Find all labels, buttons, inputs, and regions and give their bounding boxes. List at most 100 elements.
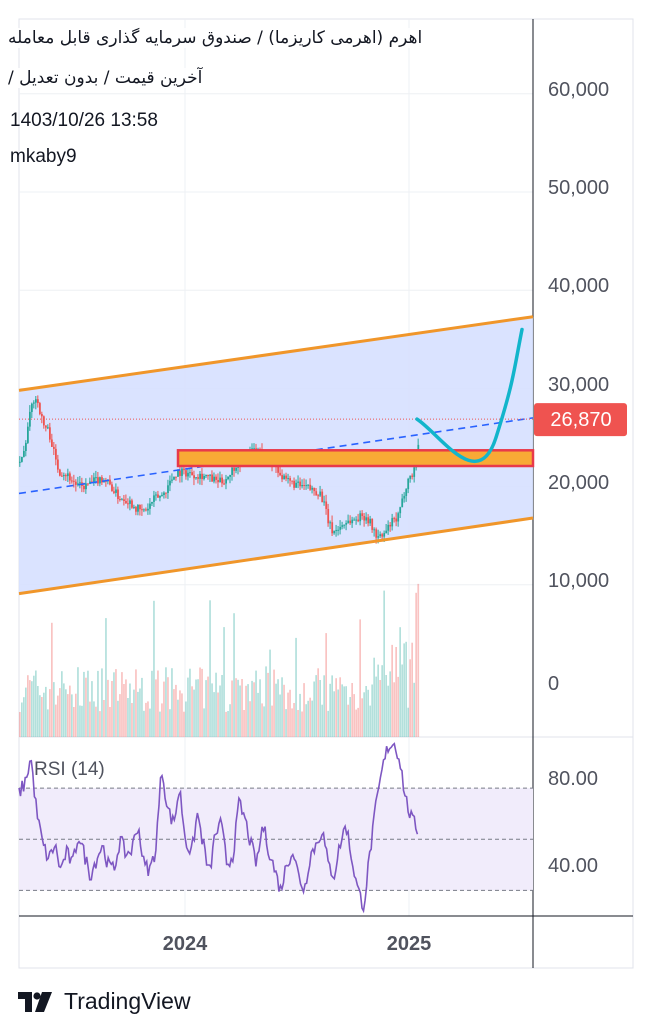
candle-body [25,442,27,451]
candle-body [181,468,183,476]
volume-bar [395,647,397,737]
candle-body [139,505,141,510]
candle-body [203,476,205,480]
volume-bar [217,692,219,737]
volume-bar [289,689,291,737]
volume-bar [231,680,233,737]
candle-body [401,498,404,508]
candle-body [279,472,281,476]
volume-bar [367,689,369,737]
volume-bar [351,683,353,737]
support-zone[interactable] [176,449,535,468]
candle-body [343,524,346,526]
volume-bar [341,684,343,737]
volume-bar [79,705,81,737]
candle-body [65,475,67,477]
candle-body [45,425,47,428]
channel-midline[interactable] [18,417,534,495]
volume-bar [205,680,207,737]
volume-bar [199,667,201,737]
candle-body [43,416,45,426]
volume-bar [369,705,371,737]
candle-body [111,484,113,492]
volume-bar [61,671,63,737]
volume-bar [393,682,395,737]
projection-curve[interactable] [415,327,524,464]
last-price-value: 26,870 [550,409,611,431]
candle-body [29,411,31,427]
volume-bar [69,685,71,737]
candle-body [277,466,279,473]
volume-bar [139,688,141,737]
candle-body [67,473,69,477]
rsi-tick-label: 80.00 [548,768,598,790]
volume-bar [147,701,149,737]
volume-bar [283,684,285,737]
candle-body [133,506,135,508]
candle-body [339,526,342,530]
volume-bar [143,710,145,737]
volume-bar [59,688,61,737]
candle-body [323,501,326,503]
candle-body [393,518,396,520]
candle-body [63,475,65,477]
candle-body [145,509,147,511]
candle-body [391,518,394,527]
volume-bar [179,690,181,737]
candle-body [99,477,101,484]
candle-body [23,451,25,457]
candle-body [213,476,215,482]
candle-body [73,480,75,482]
volume-bar [141,677,143,737]
candle-body [55,448,57,460]
volume-bar [365,686,367,737]
channel-upper-line[interactable] [18,315,534,392]
candle-body [235,467,237,471]
candle-body [169,480,171,486]
candle-body [155,494,157,496]
volume-bar [371,684,373,737]
volume-bar [125,679,127,737]
volume-bar [239,685,241,737]
candle-body [285,475,287,479]
volume-bar [181,693,183,737]
volume-bar [279,694,281,737]
candle-body [353,519,356,521]
volume-bar [169,709,171,737]
candle-body [61,475,63,477]
volume-bar [133,689,135,737]
candle-body [195,477,197,479]
chart-title: اهرم (اهرمی کاریزما) / صندوق سرمایه گذار… [8,28,423,48]
volume-bar [253,682,255,737]
rsi-pane[interactable]: RSI (14) [18,742,533,914]
candle-body [53,446,55,449]
candle-body [281,475,283,480]
volume-bar [233,613,235,737]
volume-bar [375,676,377,737]
volume-bar [409,659,411,737]
volume-bar [191,686,193,737]
chart-subtitle: آخرین قیمت / بدون تعدیل / [8,68,203,88]
candle-body [123,499,125,501]
trend-drawings[interactable] [18,315,535,596]
volume-bar [321,704,323,737]
volume-bar [117,700,119,737]
candle-body [223,483,225,485]
candle-body [219,477,221,483]
candle-body [21,456,23,462]
tradingview-brand[interactable]: TradingView [18,988,191,1015]
candle-body [233,467,235,471]
volume-bar [99,711,101,737]
candle-body [373,529,376,531]
rsi-label: RSI (14) [34,759,105,780]
volume-bar [137,691,139,737]
volume-bar [123,684,125,737]
volume-bar [267,672,269,737]
candle-body [75,481,77,485]
candle-body [289,478,291,481]
channel-lower-line[interactable] [18,516,534,596]
volume-bar [315,675,317,737]
candle-body [297,481,299,483]
candle-body [121,499,123,501]
